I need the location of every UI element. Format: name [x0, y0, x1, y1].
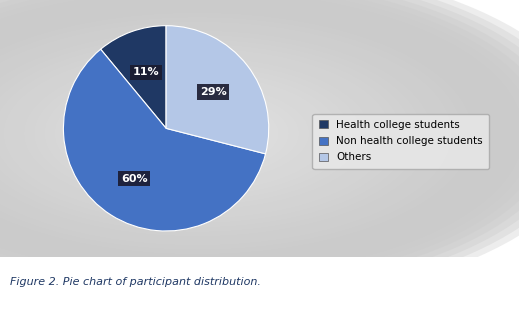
Legend: Health college students, Non health college students, Others: Health college students, Non health coll… — [312, 114, 489, 169]
Ellipse shape — [0, 0, 519, 277]
Ellipse shape — [0, 26, 442, 241]
Wedge shape — [166, 26, 269, 154]
Ellipse shape — [0, 13, 472, 254]
Ellipse shape — [75, 80, 319, 187]
Ellipse shape — [167, 120, 228, 147]
Ellipse shape — [0, 0, 519, 304]
Ellipse shape — [85, 84, 309, 183]
Ellipse shape — [0, 0, 519, 295]
Text: 29%: 29% — [200, 87, 226, 97]
Ellipse shape — [0, 17, 462, 250]
Ellipse shape — [177, 125, 217, 142]
Ellipse shape — [0, 8, 482, 259]
Text: Figure 2. Pie chart of participant distribution.: Figure 2. Pie chart of participant distr… — [10, 277, 261, 287]
Ellipse shape — [0, 39, 411, 228]
Ellipse shape — [45, 66, 350, 201]
Ellipse shape — [187, 129, 208, 138]
Wedge shape — [63, 49, 266, 231]
Ellipse shape — [0, 0, 513, 272]
Ellipse shape — [0, 44, 401, 223]
Ellipse shape — [95, 89, 299, 178]
Ellipse shape — [24, 57, 370, 209]
Ellipse shape — [14, 53, 380, 214]
Ellipse shape — [0, 31, 431, 236]
Ellipse shape — [146, 111, 248, 156]
Ellipse shape — [0, 0, 502, 268]
Ellipse shape — [0, 0, 519, 299]
Ellipse shape — [0, 4, 493, 263]
Ellipse shape — [136, 107, 258, 160]
Ellipse shape — [126, 102, 268, 165]
Ellipse shape — [0, 22, 452, 245]
Ellipse shape — [0, 0, 519, 281]
Ellipse shape — [157, 115, 238, 151]
Wedge shape — [101, 26, 166, 128]
Ellipse shape — [65, 75, 330, 192]
Ellipse shape — [0, 35, 421, 232]
Text: 60%: 60% — [121, 174, 147, 184]
Ellipse shape — [34, 62, 360, 205]
Ellipse shape — [105, 93, 289, 174]
Ellipse shape — [0, 0, 519, 290]
Ellipse shape — [4, 49, 391, 218]
Ellipse shape — [0, 0, 519, 286]
Ellipse shape — [116, 98, 279, 169]
Ellipse shape — [54, 71, 340, 196]
Text: 11%: 11% — [132, 67, 159, 77]
